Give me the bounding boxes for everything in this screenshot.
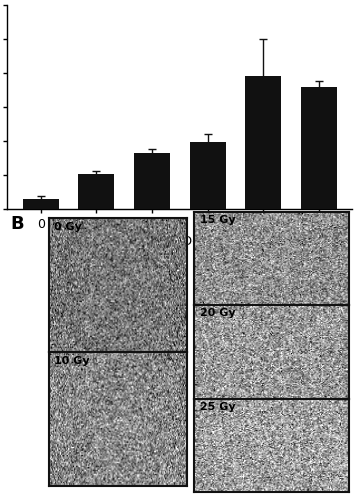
Bar [189, 142, 226, 209]
Bar [78, 174, 115, 209]
Bar [300, 86, 337, 209]
Bar [23, 199, 59, 209]
X-axis label: Irradiation Dose (Gy): Irradiation Dose (Gy) [114, 236, 245, 248]
Text: B: B [11, 215, 24, 233]
Bar [134, 152, 170, 209]
Bar [245, 76, 281, 209]
